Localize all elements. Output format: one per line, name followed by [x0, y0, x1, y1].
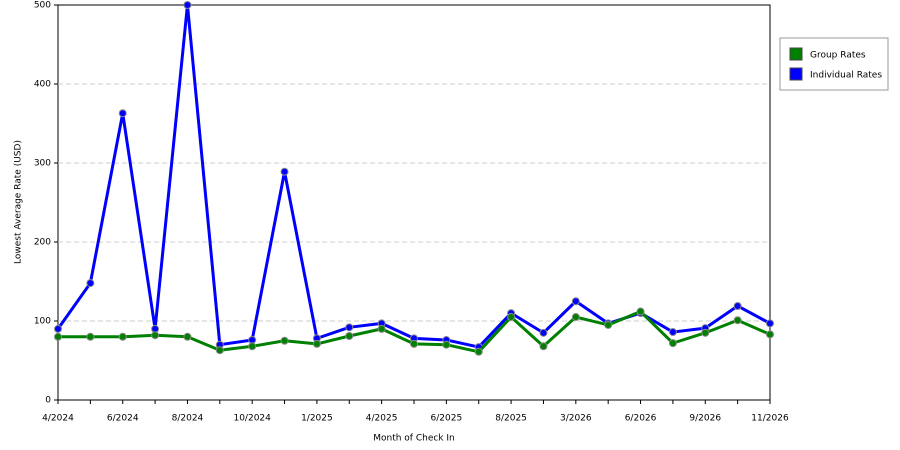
y-tick-label: 0 [45, 396, 51, 406]
data-point [442, 340, 451, 349]
x-tick-label: 8/2024 [172, 414, 204, 424]
x-tick-label: 3/2026 [560, 414, 592, 424]
data-point [86, 332, 95, 341]
x-tick-label: 8/2025 [495, 414, 527, 424]
data-point [636, 307, 645, 316]
data-point [248, 342, 257, 351]
data-point [183, 332, 192, 341]
data-point [86, 279, 95, 288]
data-point [604, 320, 613, 329]
legend-label: Individual Rates [810, 71, 882, 81]
data-point [766, 319, 774, 328]
x-tick-label: 6/2026 [625, 414, 657, 424]
legend-swatch [789, 47, 803, 61]
data-point [345, 332, 354, 341]
x-axis-label: Month of Check In [373, 434, 455, 444]
data-point [701, 328, 710, 337]
x-tick-label: 6/2024 [107, 414, 139, 424]
data-point [280, 336, 289, 345]
x-tick-label: 4/2025 [366, 414, 398, 424]
data-point [668, 339, 677, 348]
data-point [118, 109, 127, 118]
plot-area [57, 4, 771, 401]
data-point [345, 323, 354, 332]
data-point [733, 301, 742, 310]
x-tick-label: 11/2026 [751, 414, 789, 424]
y-axis-label: Lowest Average Rate (USD) [14, 140, 24, 264]
x-tick-label: 10/2024 [233, 414, 271, 424]
data-point [377, 324, 386, 333]
y-tick-label: 500 [34, 1, 51, 11]
data-point [539, 342, 548, 351]
x-tick-label: 9/2026 [689, 414, 721, 424]
data-point [474, 347, 483, 356]
data-point [766, 330, 774, 339]
x-tick-label: 4/2024 [42, 414, 74, 424]
y-tick-label: 300 [34, 159, 51, 169]
data-point [507, 313, 516, 322]
data-point [183, 1, 192, 9]
data-point [410, 339, 418, 348]
legend-swatch [789, 67, 803, 81]
data-point [733, 316, 742, 325]
legend-label: Group Rates [810, 51, 866, 61]
data-point [118, 332, 127, 341]
data-point [151, 331, 160, 340]
y-tick-label: 100 [34, 317, 51, 327]
data-point [54, 332, 62, 341]
x-tick-label: 6/2025 [431, 414, 463, 424]
data-point [312, 339, 321, 348]
y-tick-label: 400 [34, 80, 51, 90]
y-tick-label: 200 [34, 238, 51, 248]
data-point [539, 328, 548, 337]
data-point [571, 297, 580, 306]
x-tick-label: 1/2025 [301, 414, 333, 424]
data-point [215, 346, 224, 355]
data-point [54, 324, 62, 333]
data-point [571, 313, 580, 322]
data-point [280, 167, 289, 176]
legend-box [779, 37, 889, 91]
data-point [668, 328, 677, 337]
